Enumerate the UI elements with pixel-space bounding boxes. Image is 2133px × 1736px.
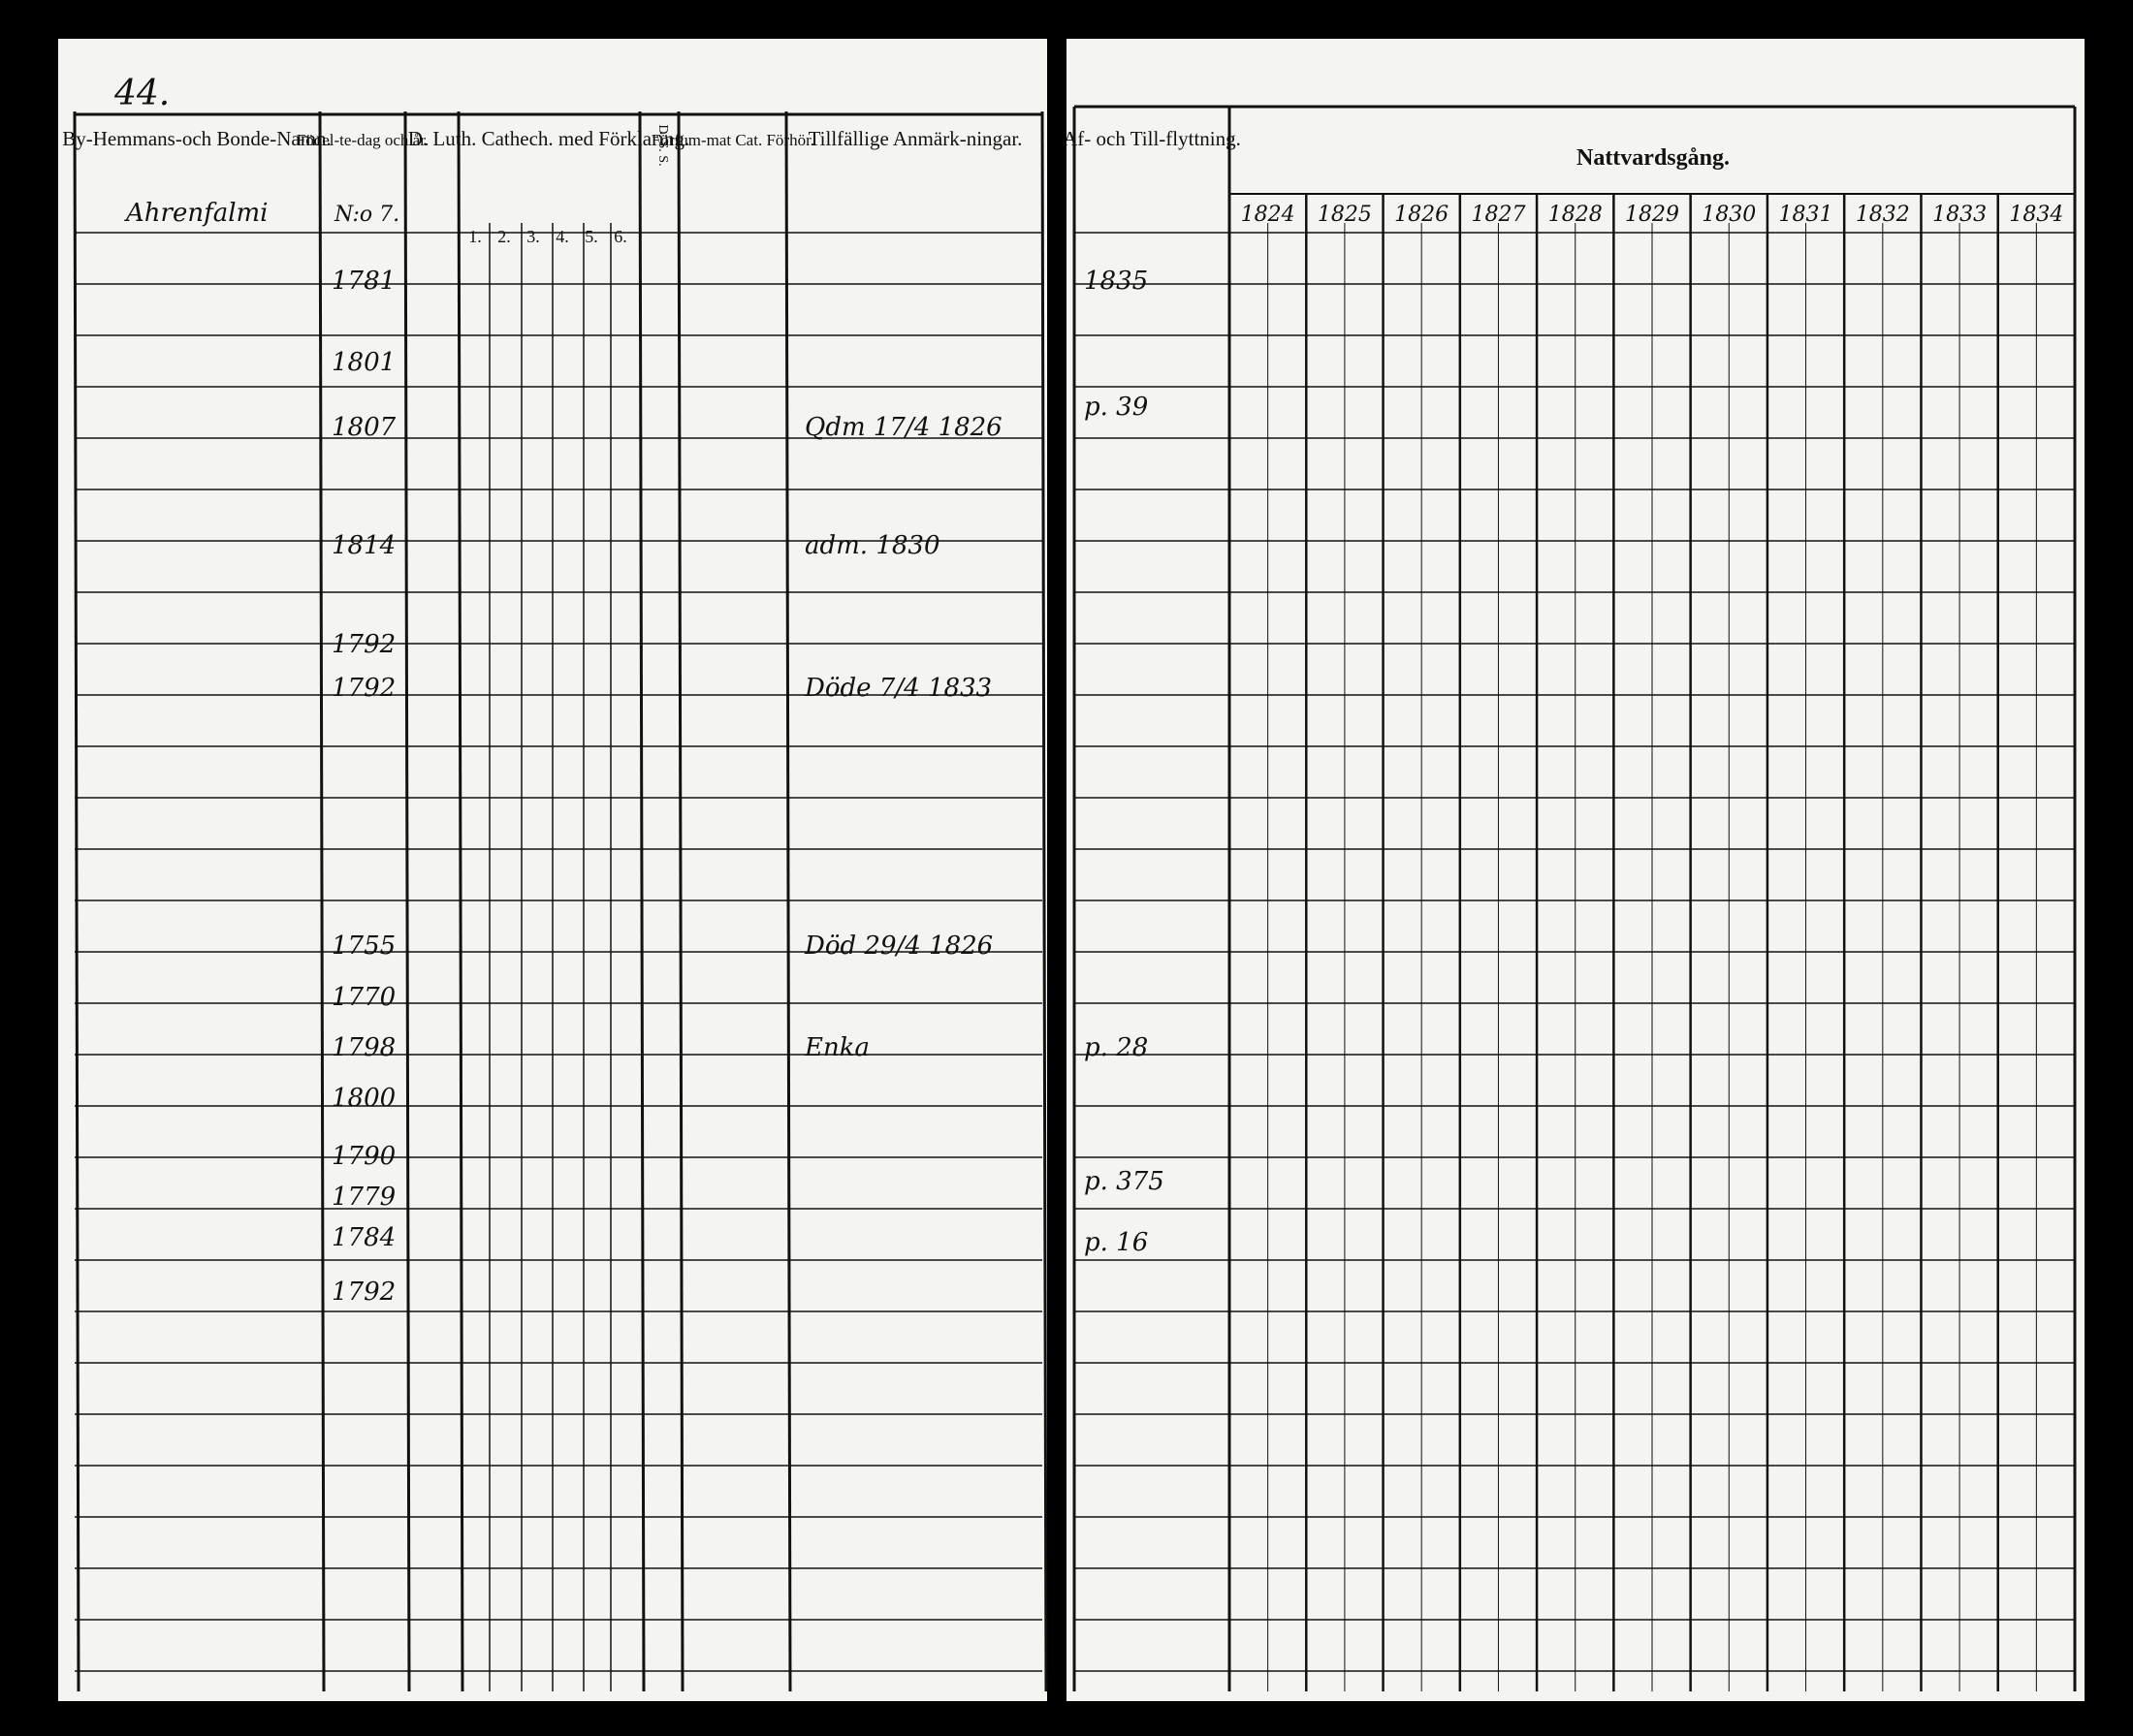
- remark: Död 29/4 1826: [804, 931, 993, 961]
- column-header: D. S. S.: [655, 124, 670, 166]
- place-name: Ahrenfalmi: [124, 199, 269, 228]
- year-header: 1827: [1471, 203, 1525, 227]
- rule-line: [1040, 110, 1048, 1692]
- remark: Qdm 17/4 1826: [805, 413, 1003, 442]
- page-number: 44.: [113, 74, 170, 113]
- rule-line: [457, 110, 464, 1692]
- moving-note: p. 375: [1084, 1167, 1164, 1196]
- catechism-number: 6.: [614, 227, 627, 246]
- year-header: 1834: [2009, 203, 2063, 227]
- remark: adm. 1830: [805, 531, 940, 560]
- birth-year: 1770: [332, 983, 396, 1012]
- moving-note: p. 16: [1084, 1228, 1148, 1257]
- rule-line: [73, 110, 80, 1692]
- column-header: Af- och Till-flyttning.: [1063, 127, 1241, 150]
- remark: Döde 7/4 1833: [804, 674, 992, 703]
- column-header: Nattvardsgång.: [1576, 145, 1730, 171]
- year-header: 1829: [1625, 203, 1679, 227]
- moving-note: p. 39: [1084, 393, 1148, 422]
- column-header: D. Luth. Cathech. med Förklaring.: [408, 127, 689, 150]
- column-header: Tillfällige Anmärk-ningar.: [809, 127, 1023, 150]
- catechism-number: 3.: [526, 227, 540, 246]
- year-header: 1832: [1856, 203, 1910, 227]
- birth-year: 1755: [332, 931, 396, 961]
- birth-year: 1807: [332, 413, 397, 442]
- moving-note: p. 28: [1084, 1033, 1148, 1062]
- ruling: [73, 105, 2077, 1692]
- birth-year: 1790: [332, 1142, 396, 1171]
- birth-year: 1792: [332, 674, 396, 703]
- birth-year: 1801: [332, 348, 396, 377]
- rule-line: [318, 110, 326, 1692]
- catechism-number: 4.: [556, 227, 569, 246]
- rule-line: [403, 110, 411, 1692]
- birth-year: 1814: [332, 531, 396, 560]
- birth-year: 1781: [332, 267, 396, 296]
- catechism-number: 5.: [585, 227, 598, 246]
- rule-line: [677, 110, 684, 1692]
- catechism-number: 1.: [468, 227, 482, 246]
- house-number: N:o 7.: [334, 203, 399, 227]
- column-header: Förfum-mat Cat. Förhör.: [652, 131, 814, 149]
- year-header: 1828: [1548, 203, 1603, 227]
- year-header: 1824: [1241, 203, 1295, 227]
- moving-note: 1835: [1084, 267, 1148, 296]
- catechism-number: 2.: [497, 227, 511, 246]
- rule-line: [638, 110, 646, 1692]
- birth-year: 1800: [332, 1084, 396, 1113]
- birth-year: 1792: [332, 1278, 396, 1307]
- year-header: 1830: [1702, 203, 1756, 227]
- column-header: Födel-te-dag och år.: [297, 131, 429, 149]
- gutter: [1047, 0, 1066, 1736]
- birth-year: 1798: [332, 1033, 396, 1062]
- birth-year: 1784: [332, 1223, 396, 1252]
- year-header: 1831: [1779, 203, 1833, 227]
- birth-year: 1792: [332, 630, 396, 659]
- year-header: 1825: [1318, 203, 1372, 227]
- column-header: By-Hemmans-och Bonde-Namn.: [62, 127, 332, 150]
- year-header: 1833: [1932, 203, 1987, 227]
- year-header: 1826: [1394, 203, 1449, 227]
- rule-line: [784, 110, 792, 1692]
- texts: 44. By-Hemmans-och Bonde-Namn.Födel-te-da…: [62, 74, 2063, 1307]
- remark: Enka: [804, 1033, 870, 1062]
- birth-year: 1779: [332, 1183, 396, 1212]
